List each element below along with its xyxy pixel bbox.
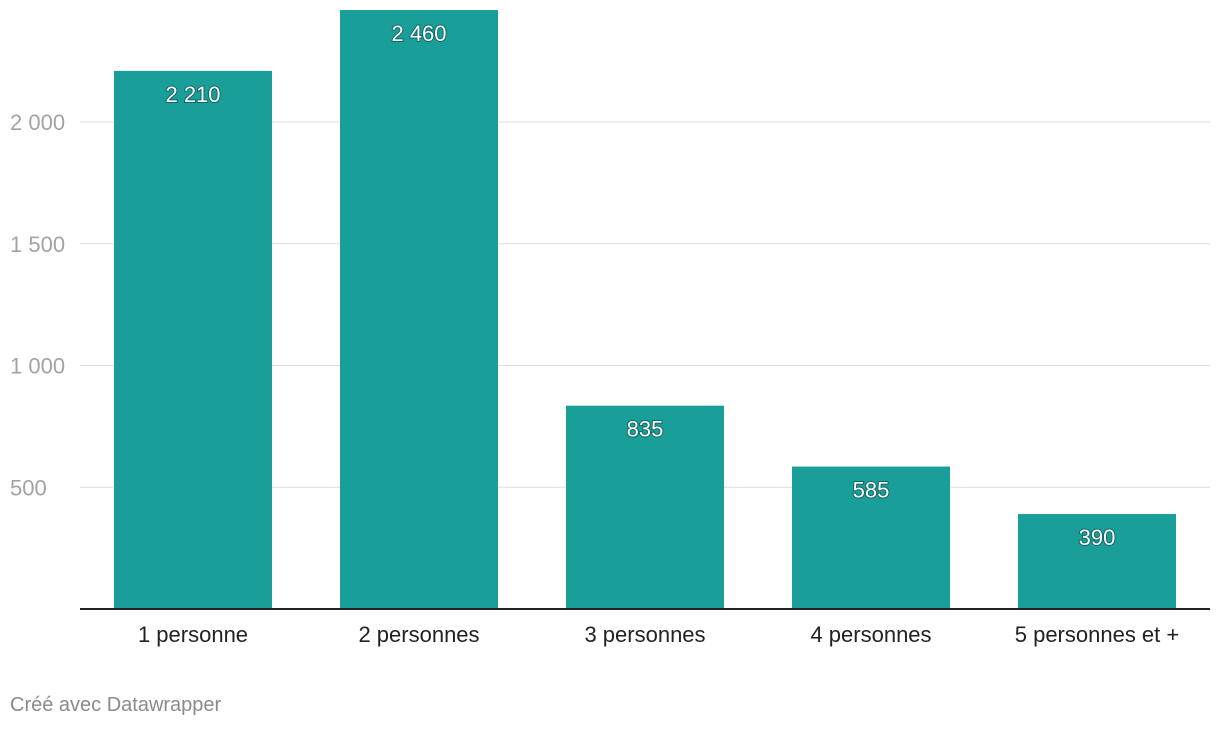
y-tick-label: 500 — [10, 475, 47, 500]
x-axis-tick-labels: 1 personne 2 personnes 3 personnes 4 person… — [138, 622, 1179, 647]
y-tick-label: 1 000 — [10, 354, 65, 379]
bar — [1018, 514, 1176, 609]
bar — [340, 10, 498, 609]
bar — [792, 466, 950, 609]
bar-value-label: 585 — [853, 478, 890, 503]
x-tick-label: 5 personnes et + — [1015, 622, 1180, 647]
bar-value-label: 2 460 — [391, 21, 446, 46]
bar-value-label: 390 — [1079, 525, 1116, 550]
x-tick-label: 1 personne — [138, 622, 248, 647]
bar — [566, 405, 724, 609]
x-tick-label: 4 personnes — [810, 622, 931, 647]
bar-value-label: 2 210 — [165, 82, 220, 107]
bar-value-label: 835 — [627, 417, 664, 442]
y-tick-label: 1 500 — [10, 232, 65, 257]
bars — [114, 10, 1176, 610]
x-tick-label: 2 personnes — [358, 622, 479, 647]
y-tick-label: 2 000 — [10, 110, 65, 135]
bar-chart: 500 1 000 1 500 2 000 2 210 2 460 835 585 390 1… — [10, 10, 1210, 647]
bar — [114, 70, 272, 610]
y-axis-tick-labels: 500 1 000 1 500 2 000 — [10, 110, 65, 500]
x-tick-label: 3 personnes — [584, 622, 705, 647]
data-labels: 2 210 2 460 835 585 390 — [164, 20, 1116, 551]
credit-footer[interactable]: Créé avec Datawrapper — [10, 694, 222, 716]
